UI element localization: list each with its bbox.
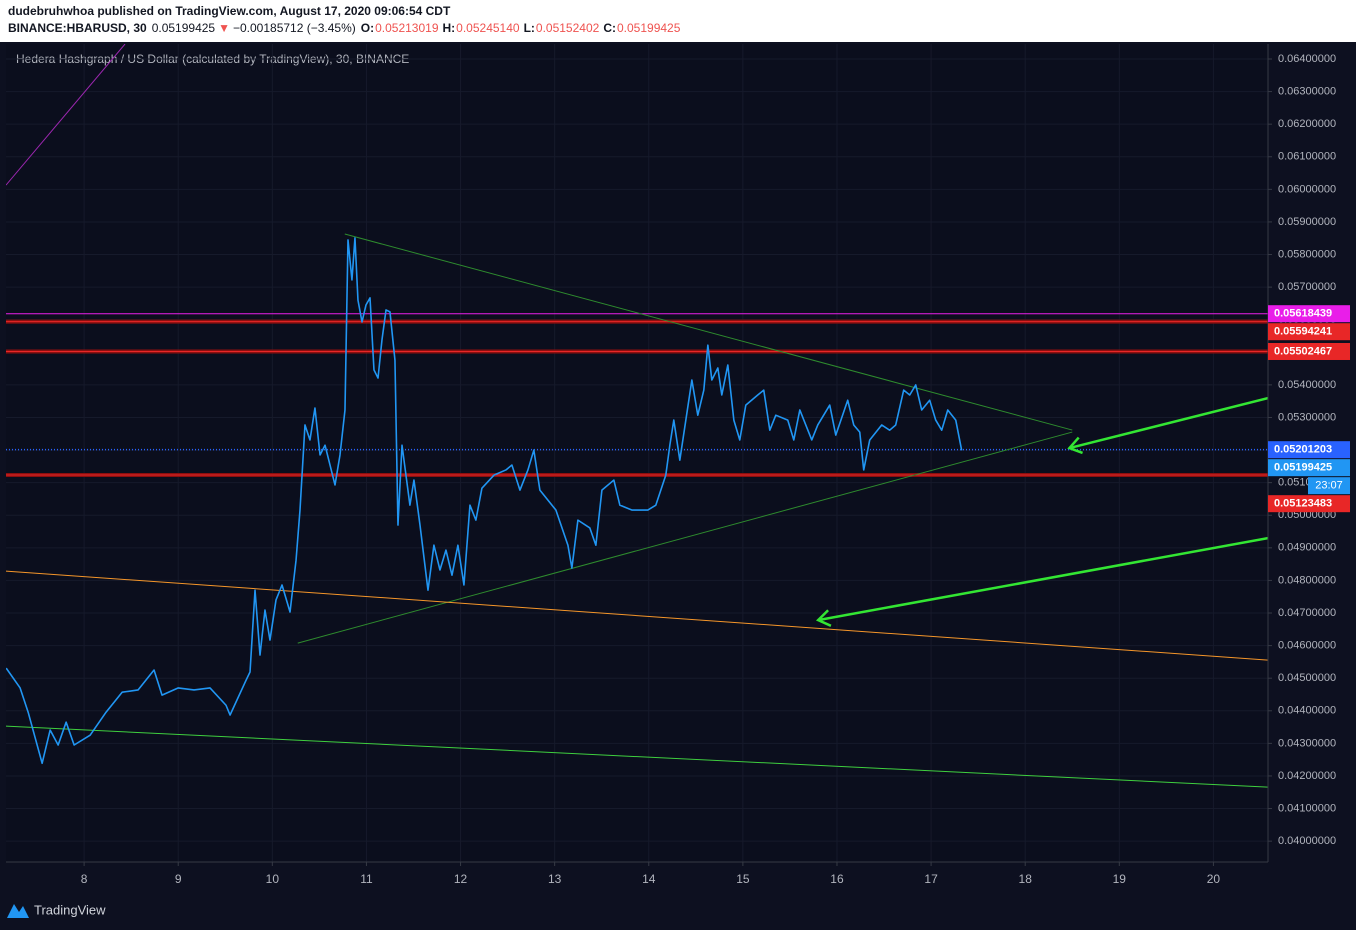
header-text: H: <box>443 21 456 35</box>
y-tick-label: 0.06000000 <box>1278 183 1336 195</box>
header-text: −0.00185712 (−3.45%) <box>233 21 356 35</box>
y-tick-label: 0.04900000 <box>1278 542 1336 554</box>
y-tick-label: 0.06300000 <box>1278 85 1336 97</box>
header-text: 0.05245140 <box>456 21 520 35</box>
level-label: 0.05502467 <box>1274 345 1332 357</box>
x-tick-label: 10 <box>266 872 280 886</box>
plot-bg <box>6 44 1268 862</box>
header-text: 0.05199425 <box>152 21 216 35</box>
header-text: C: <box>603 21 616 35</box>
x-tick-label: 20 <box>1207 872 1221 886</box>
header-bg <box>0 0 1356 42</box>
y-tick-label: 0.04800000 <box>1278 574 1336 586</box>
price-line <box>6 237 963 765</box>
level-label-box <box>1268 305 1350 323</box>
header-text: 0.05152402 <box>536 21 600 35</box>
y-tick-label: 0.04300000 <box>1278 737 1336 749</box>
x-tick-label: 16 <box>830 872 844 886</box>
y-tick-label: 0.04500000 <box>1278 672 1336 684</box>
x-tick-label: 19 <box>1113 872 1127 886</box>
header-text: 0.05213019 <box>375 21 439 35</box>
publisher: dudebruhwhoa published on TradingView.co… <box>8 4 451 18</box>
level-label-box <box>1268 441 1350 459</box>
level-label: 0.05594241 <box>1274 326 1332 338</box>
trend-line <box>6 570 1268 661</box>
y-tick-label: 0.04600000 <box>1278 640 1336 652</box>
x-tick-label: 17 <box>924 872 938 886</box>
level-label-box <box>1268 323 1350 341</box>
logo-icon <box>7 904 29 918</box>
level-label: 0.05618439 <box>1274 308 1332 320</box>
y-tick-label: 0.04200000 <box>1278 770 1336 782</box>
countdown-box <box>1308 477 1350 495</box>
trend-line <box>6 44 126 186</box>
trend-line <box>297 431 1073 644</box>
y-tick-label: 0.05400000 <box>1278 379 1336 391</box>
x-tick-label: 14 <box>642 872 656 886</box>
y-tick-label: 0.06200000 <box>1278 118 1336 130</box>
x-tick-label: 13 <box>548 872 562 886</box>
header-text: BINANCE:HBARUSD, 30 <box>8 21 147 35</box>
header-text: 0.05199425 <box>617 21 681 35</box>
brand-logo <box>7 904 29 918</box>
arrow <box>817 536 1268 622</box>
arrow <box>1069 396 1268 450</box>
last-price-label-box <box>1268 459 1350 477</box>
y-tick-label: 0.04700000 <box>1278 607 1336 619</box>
brand: TradingView <box>34 902 106 917</box>
y-tick-label: 0.04000000 <box>1278 835 1336 847</box>
y-tick-label: 0.05300000 <box>1278 411 1336 423</box>
x-tick-label: 12 <box>454 872 468 886</box>
last-price-label: 0.05199425 <box>1274 462 1332 474</box>
x-tick-label: 18 <box>1019 872 1033 886</box>
axis: 0.04000000 0.04100000 0.04200000 0.04300000… <box>81 53 1350 886</box>
plot <box>6 44 1268 788</box>
countdown: 23:07 <box>1315 480 1343 492</box>
y-tick-label: 0.04100000 <box>1278 802 1336 814</box>
header-text: O: <box>361 21 374 35</box>
arrow-head <box>1067 436 1084 455</box>
y-tick-label: 0.04400000 <box>1278 705 1336 717</box>
y-tick-label: 0.05900000 <box>1278 216 1336 228</box>
header-text: ▼ <box>218 21 230 35</box>
y-tick-label: 0.06400000 <box>1278 53 1336 65</box>
x-tick-label: 11 <box>360 872 373 886</box>
level-label: 0.05123483 <box>1274 498 1332 510</box>
trend-line <box>6 725 1268 788</box>
level-label-box <box>1268 342 1350 360</box>
trend-line <box>344 233 1073 431</box>
header-text: L: <box>524 21 535 35</box>
arrow-head <box>815 609 832 627</box>
x-tick-label: 9 <box>175 872 182 886</box>
level-label: 0.05201203 <box>1274 444 1332 456</box>
y-tick-label: 0.05800000 <box>1278 248 1336 260</box>
x-tick-label: 8 <box>81 872 88 886</box>
symbol-line: BINANCE:HBARUSD, 30 0.05199425 ▼ −0.0018571… <box>8 21 681 35</box>
y-tick-label: 0.06100000 <box>1278 151 1336 163</box>
grid <box>6 44 1268 862</box>
y-tick-label: 0.05700000 <box>1278 281 1336 293</box>
level-label-box <box>1268 495 1350 513</box>
x-tick-label: 15 <box>736 872 750 886</box>
